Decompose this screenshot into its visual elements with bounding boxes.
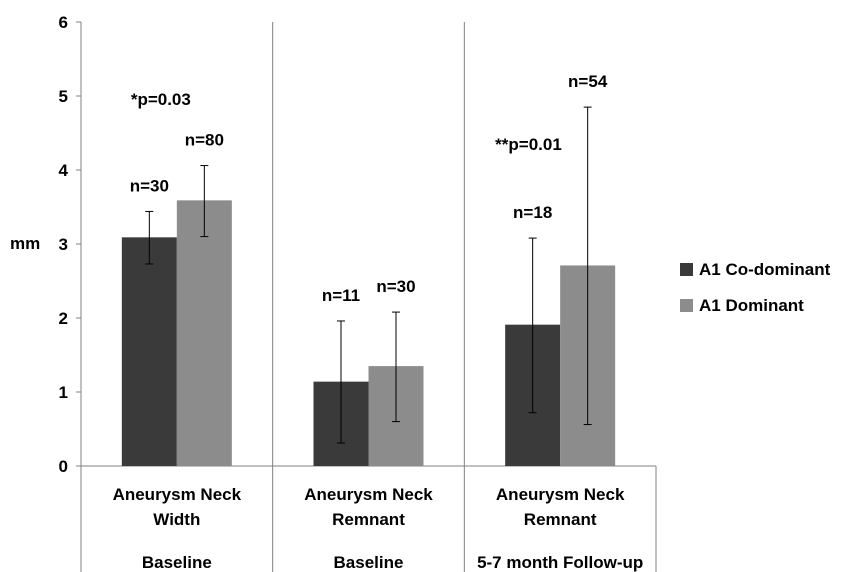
legend-swatch [680, 299, 693, 312]
n-label: n=18 [513, 203, 552, 222]
category-label: Width [153, 510, 200, 529]
y-tick-label: 2 [59, 309, 68, 328]
y-tick-label: 5 [59, 87, 68, 106]
significance-annotation: **p=0.01 [495, 135, 562, 154]
legend-label: A1 Co-dominant [699, 260, 831, 279]
bar [176, 200, 232, 466]
y-tick-label: 0 [59, 457, 68, 476]
legend-swatch [680, 263, 693, 276]
y-axis-label: mm [10, 234, 40, 253]
n-label: n=80 [185, 131, 224, 150]
legend-label: A1 Dominant [699, 296, 804, 315]
y-tick-label: 1 [59, 383, 68, 402]
category-label: Aneurysm Neck [113, 485, 242, 504]
n-label: n=11 [322, 286, 360, 305]
chart-legend: A1 Co-dominant A1 Dominant [680, 260, 831, 315]
n-label: n=30 [376, 277, 415, 296]
category-label: Remnant [332, 510, 405, 529]
group-label: Baseline [142, 553, 212, 572]
category-label: Aneurysm Neck [496, 485, 625, 504]
y-tick-label: 4 [59, 161, 69, 180]
n-label: n=30 [130, 176, 169, 195]
chart-bars [121, 106, 616, 466]
significance-annotation: *p=0.03 [131, 90, 191, 109]
bar [121, 237, 177, 466]
n-label: n=54 [568, 72, 608, 91]
y-tick-label: 3 [59, 235, 68, 254]
group-label: 5-7 month Follow-up [477, 553, 643, 572]
category-label: Remnant [524, 510, 597, 529]
group-label: Baseline [334, 553, 404, 572]
category-label: Aneurysm Neck [304, 485, 433, 504]
y-tick-label: 6 [59, 13, 68, 32]
chart-labels: n=30 n=80 *p=0.03 Aneurysm Neck Width Baselin… [113, 72, 644, 572]
